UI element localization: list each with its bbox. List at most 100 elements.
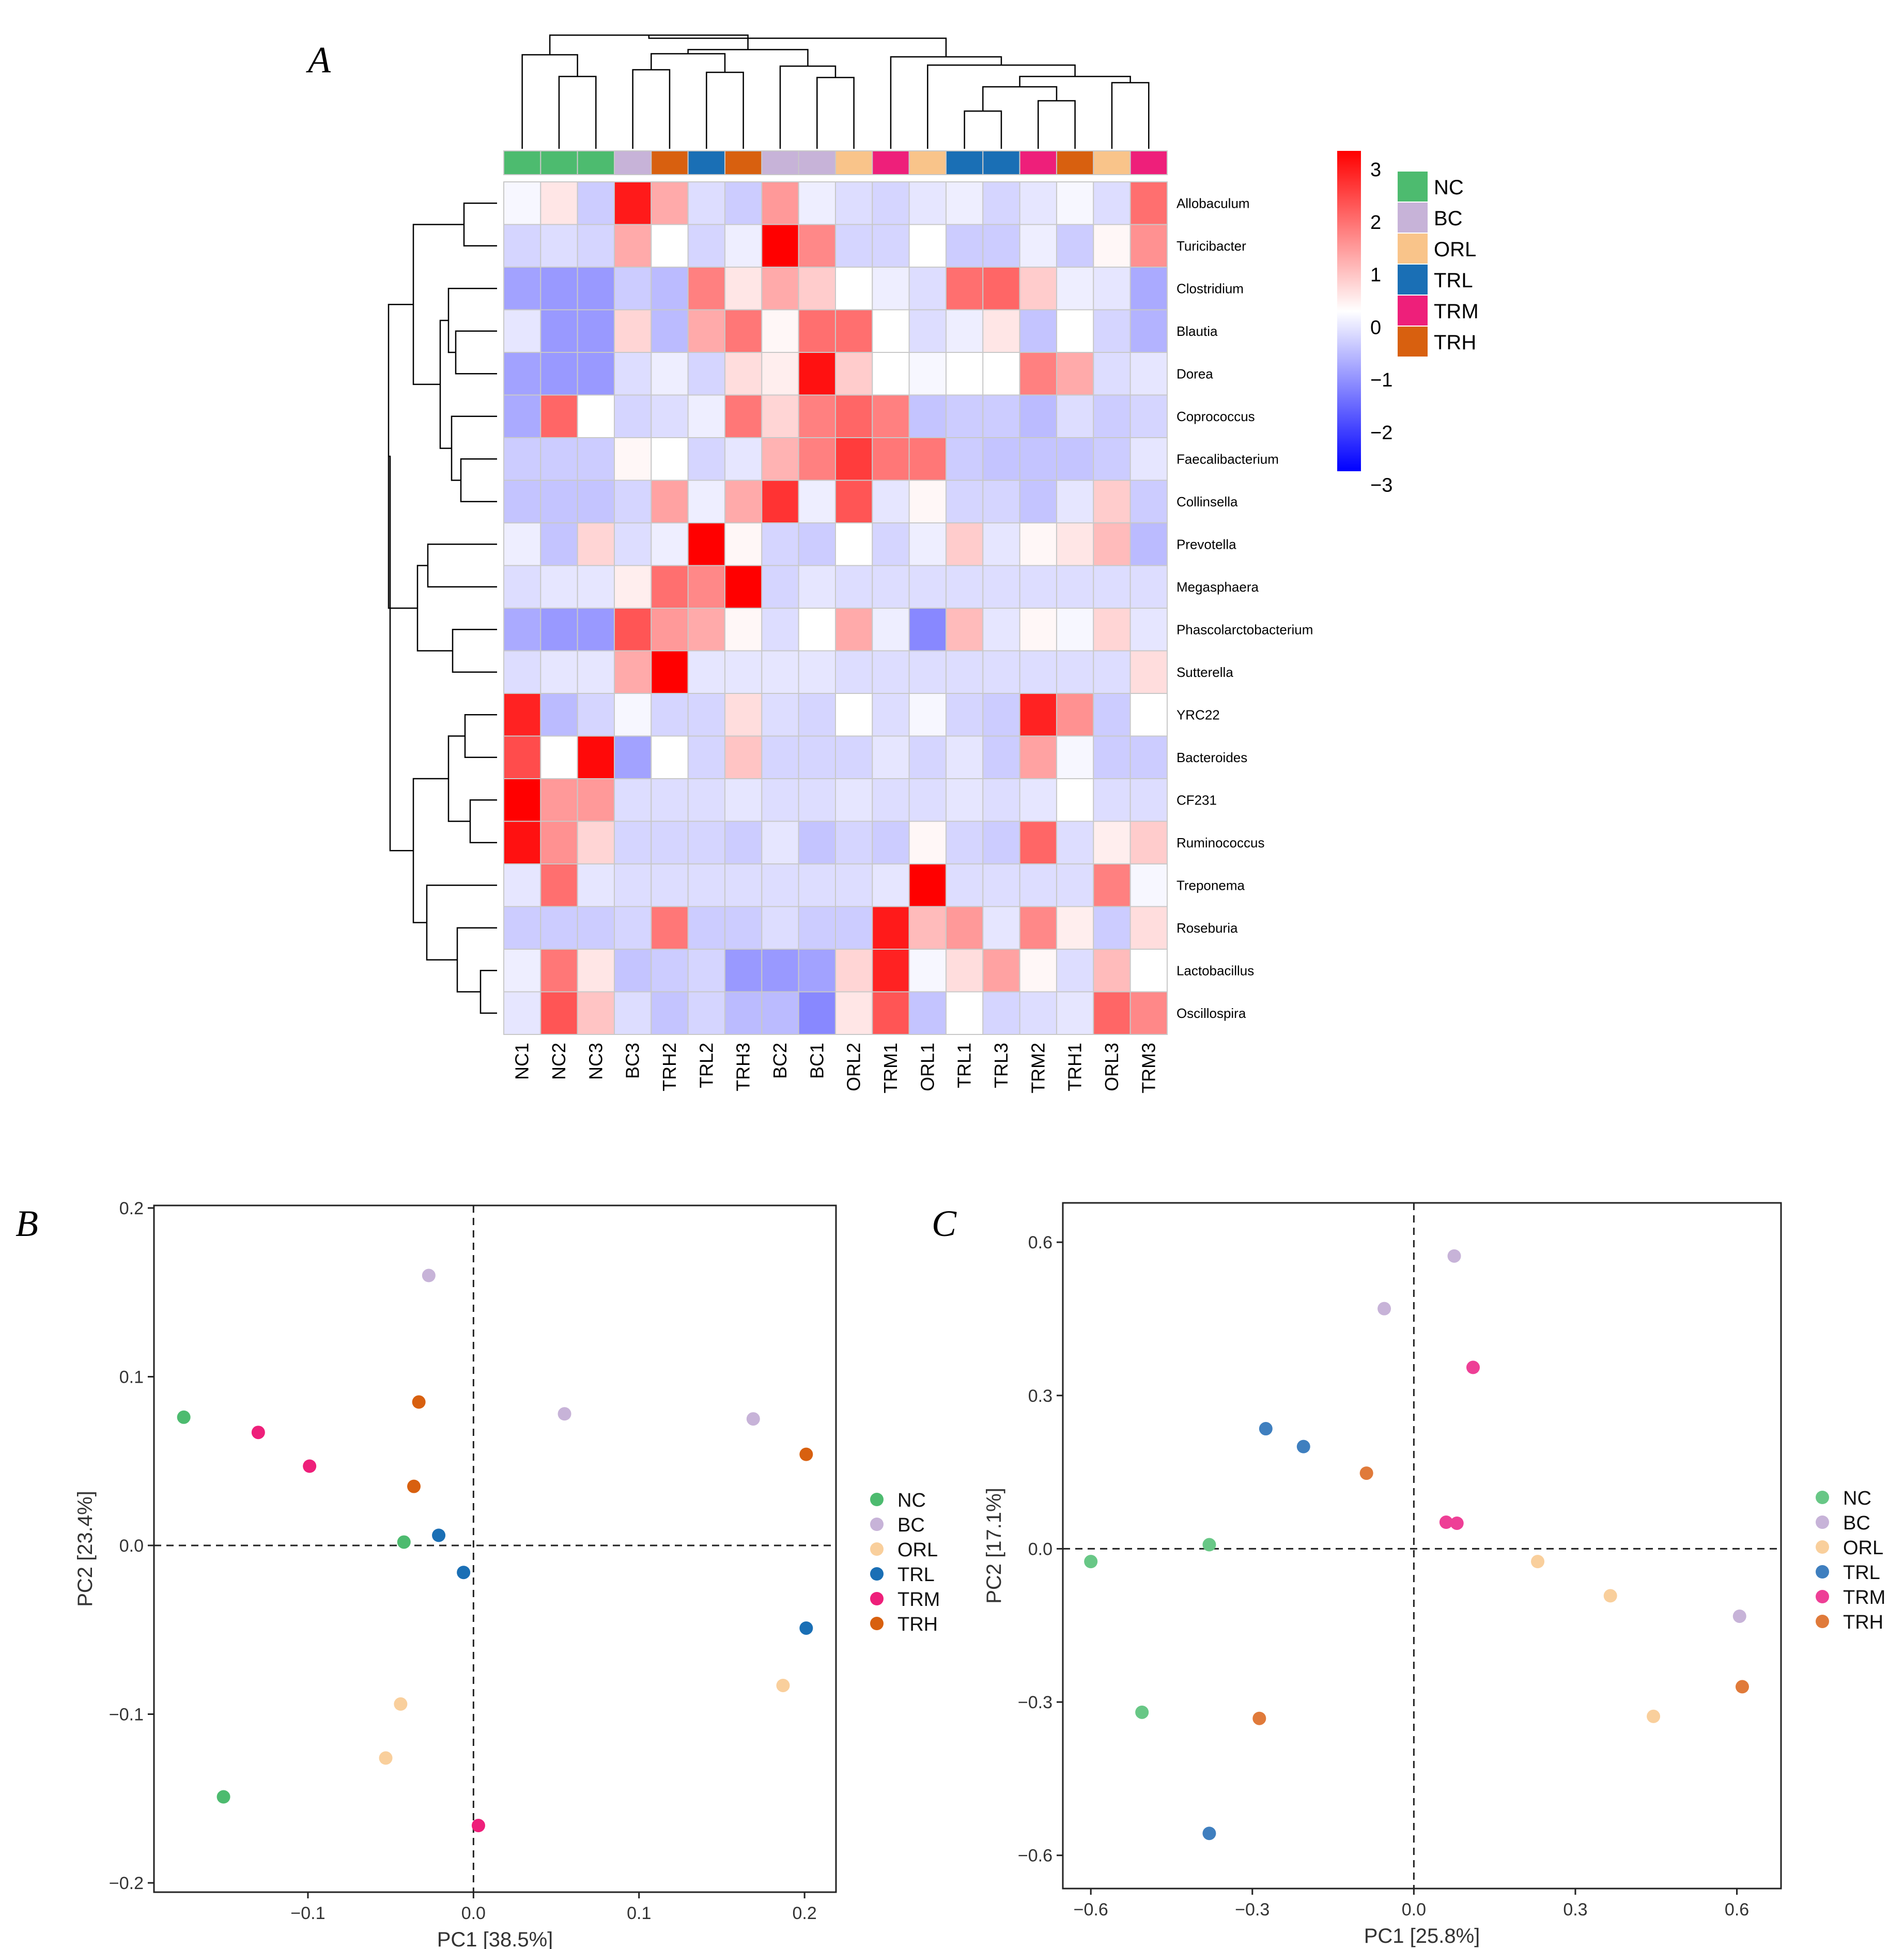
heatmap-cell bbox=[687, 906, 725, 950]
heatmap-cell bbox=[1129, 181, 1168, 225]
heatmap-cell bbox=[1129, 394, 1168, 438]
heatmap-cell bbox=[945, 522, 984, 566]
legend-marker bbox=[1816, 1491, 1829, 1504]
row-dendrogram-branch bbox=[427, 544, 497, 587]
panel-label-b: B bbox=[16, 1203, 38, 1244]
heatmap-column-label: TRH3 bbox=[733, 1043, 754, 1091]
legend-label: NC bbox=[897, 1490, 926, 1511]
heatmap-cell bbox=[540, 608, 578, 652]
heatmap-cell bbox=[761, 479, 799, 523]
heatmap-cell bbox=[724, 224, 763, 268]
legend-marker bbox=[870, 1518, 884, 1531]
heatmap-cell bbox=[613, 693, 652, 737]
legend-marker bbox=[1816, 1565, 1829, 1579]
data-point-orl bbox=[1603, 1589, 1617, 1603]
heatmap-row-label: CF231 bbox=[1177, 792, 1217, 808]
heatmap-cell bbox=[872, 863, 910, 907]
row-dendrogram-branch bbox=[451, 415, 497, 481]
heatmap-row-label: Sutterella bbox=[1177, 664, 1233, 680]
heatmap-cell bbox=[1019, 394, 1057, 438]
heatmap-cell bbox=[651, 479, 689, 523]
heatmap-cell bbox=[1129, 650, 1168, 694]
heatmap-cell bbox=[761, 224, 799, 268]
heatmap-row-label: Lactobacillus bbox=[1177, 963, 1254, 978]
heatmap-cell bbox=[982, 352, 1020, 396]
heatmap-cell bbox=[1093, 650, 1131, 694]
column-dendrogram-branch bbox=[651, 53, 726, 72]
row-dendrogram-branch bbox=[426, 885, 497, 961]
heatmap-legend-swatch bbox=[1398, 265, 1428, 295]
heatmap-cell bbox=[724, 565, 763, 609]
heatmap-cell bbox=[613, 394, 652, 438]
heatmap-cell bbox=[945, 479, 984, 523]
heatmap-row-label: Collinsella bbox=[1177, 494, 1238, 509]
heatmap-cell bbox=[1056, 735, 1094, 779]
heatmap-cell bbox=[724, 778, 763, 822]
heatmap-cell bbox=[982, 522, 1020, 566]
heatmap-cell bbox=[687, 608, 725, 652]
heatmap-cell bbox=[1056, 479, 1094, 523]
heatmap-cell bbox=[982, 821, 1020, 864]
heatmap-cell bbox=[724, 693, 763, 737]
heatmap-cell bbox=[651, 267, 689, 311]
x-tick-label: 0.1 bbox=[627, 1904, 651, 1923]
row-dendrogram-branch bbox=[456, 927, 497, 993]
heatmap-row-label: Dorea bbox=[1177, 366, 1213, 381]
heatmap-row-label: Turicibacter bbox=[1177, 238, 1246, 254]
heatmap-cell bbox=[908, 949, 947, 993]
data-point-trl bbox=[1202, 1827, 1216, 1840]
heatmap-cell bbox=[503, 437, 541, 481]
y-tick-label: −0.3 bbox=[1018, 1693, 1052, 1712]
heatmap-cell bbox=[945, 821, 984, 864]
heatmap-column-label: BC1 bbox=[806, 1043, 827, 1079]
row-dendrogram-branch bbox=[464, 714, 497, 758]
heatmap-cell bbox=[613, 608, 652, 652]
colorbar-tick-label: 3 bbox=[1370, 159, 1381, 181]
heatmap-cell bbox=[1093, 181, 1131, 225]
heatmap-cell bbox=[908, 437, 947, 481]
heatmap-cell bbox=[724, 863, 763, 907]
y-tick-label: 0.6 bbox=[1028, 1233, 1052, 1252]
heatmap-row-label: Roseburia bbox=[1177, 920, 1238, 936]
heatmap-cell bbox=[1093, 693, 1131, 737]
heatmap-cell bbox=[540, 863, 578, 907]
heatmap-cell bbox=[945, 650, 984, 694]
heatmap-cell bbox=[724, 437, 763, 481]
colorbar bbox=[1337, 151, 1361, 471]
heatmap-cell bbox=[761, 906, 799, 950]
heatmap-cell bbox=[651, 394, 689, 438]
heatmap-cell bbox=[651, 522, 689, 566]
heatmap-cell bbox=[651, 906, 689, 950]
heatmap-cell bbox=[687, 224, 725, 268]
heatmap-cell bbox=[577, 906, 615, 950]
heatmap-cell bbox=[613, 821, 652, 864]
heatmap-cell bbox=[834, 906, 873, 950]
heatmap-legend-swatch bbox=[1398, 203, 1428, 233]
row-dendrogram-branch bbox=[416, 565, 453, 652]
heatmap-cell bbox=[540, 181, 578, 225]
heatmap-cell bbox=[687, 863, 725, 907]
heatmap-cell bbox=[908, 522, 947, 566]
column-dendrogram-branch bbox=[816, 76, 855, 149]
heatmap-cell bbox=[761, 821, 799, 864]
heatmap-cell bbox=[1093, 949, 1131, 993]
heatmap-column-label: NC3 bbox=[585, 1043, 606, 1080]
heatmap-cell bbox=[798, 267, 836, 311]
heatmap-legend-swatch bbox=[1398, 296, 1428, 326]
data-point-trh bbox=[412, 1395, 426, 1409]
heatmap-cell bbox=[761, 394, 799, 438]
data-point-bc bbox=[1447, 1249, 1461, 1263]
heatmap-cell bbox=[908, 906, 947, 950]
heatmap-cell bbox=[1056, 608, 1094, 652]
heatmap-cell bbox=[982, 479, 1020, 523]
heatmap-column-label: ORL1 bbox=[917, 1043, 938, 1091]
heatmap-cell bbox=[982, 267, 1020, 311]
heatmap-cell bbox=[613, 906, 652, 950]
panel-b-pca-scatter: −0.1 0.0 0.1 0.2 −0.2 −0.1 0.0 0.1 0.2 PC1 [38.5%… bbox=[74, 1199, 940, 1949]
heatmap-row-label: Clostridium bbox=[1177, 281, 1244, 296]
heatmap-cell bbox=[724, 479, 763, 523]
heatmap-cell bbox=[834, 949, 873, 993]
heatmap-cell bbox=[687, 437, 725, 481]
heatmap-cell bbox=[872, 778, 910, 822]
heatmap-cell bbox=[687, 991, 725, 1035]
